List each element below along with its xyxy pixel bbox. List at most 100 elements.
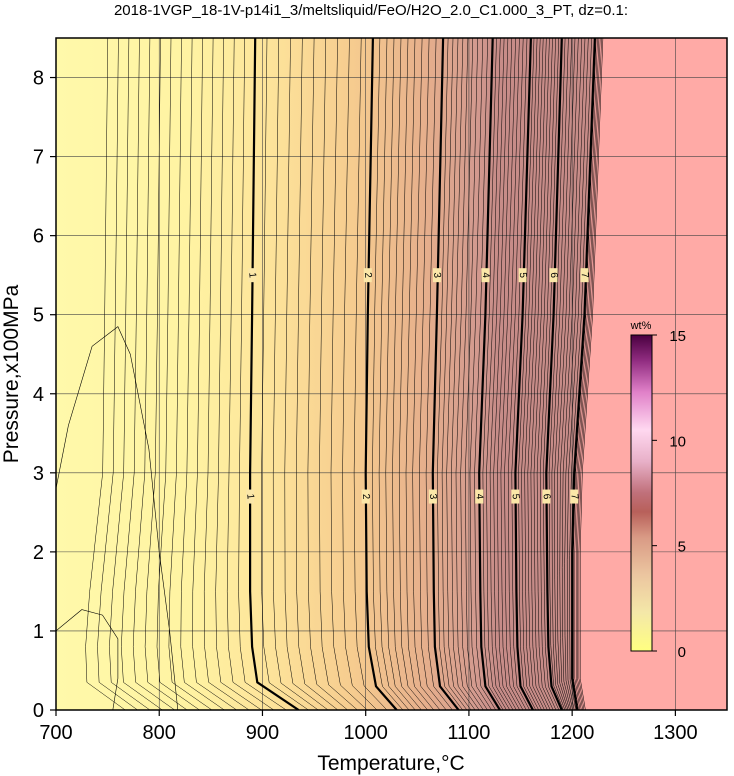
minor-contour	[226, 38, 274, 710]
minor-contour	[493, 38, 514, 710]
minor-contour	[474, 38, 497, 710]
minor-contour	[97, 38, 138, 710]
contour-label: 4	[473, 493, 484, 500]
minor-contour	[527, 38, 545, 710]
minor-contour	[307, 38, 348, 710]
minor-contour	[446, 38, 472, 710]
minor-contour	[564, 38, 586, 710]
major-contour-1	[249, 38, 300, 710]
minor-contour	[238, 38, 287, 710]
minor-contour	[353, 38, 388, 710]
minor-contour	[460, 38, 484, 710]
minor-contour	[521, 38, 539, 710]
minor-contour	[56, 326, 179, 710]
y-tick-label: 2	[33, 542, 44, 564]
major-contour-4	[478, 38, 501, 710]
y-tick-label: 5	[33, 305, 44, 327]
minor-contour	[156, 38, 200, 710]
minor-contour	[56, 609, 119, 710]
minor-contour	[132, 38, 175, 710]
minor-contour	[455, 38, 480, 710]
contour-label-bg	[570, 489, 579, 504]
minor-contour	[497, 38, 517, 710]
minor-contour	[296, 38, 338, 710]
minor-contour	[577, 38, 601, 710]
contour-label: 7	[579, 272, 590, 279]
plot-frame	[55, 37, 728, 711]
minor-contour	[489, 38, 511, 710]
minor-contour	[539, 38, 557, 710]
minor-contour	[469, 38, 492, 710]
minor-contour	[419, 38, 447, 710]
contour-label: 7	[568, 493, 579, 500]
minor-contour	[378, 38, 410, 710]
minor-contour	[575, 38, 600, 710]
contour-label: 3	[431, 272, 442, 279]
minor-contour	[561, 38, 582, 710]
minor-contour	[180, 38, 225, 710]
contour-label: 5	[517, 272, 528, 279]
minor-contour	[530, 38, 548, 710]
colorbar-tick-label: 10	[669, 433, 686, 450]
minor-contour	[385, 38, 416, 710]
minor-contour	[511, 38, 530, 710]
y-axis-label: Pressure,x100MPa	[0, 284, 23, 463]
y-tick-label: 4	[33, 384, 44, 406]
major-contour-5	[514, 38, 534, 710]
colorbar-tick-label: 5	[678, 539, 686, 556]
contour-label: 1	[246, 272, 257, 279]
x-tick-label: 1300	[653, 722, 698, 744]
minor-contour	[542, 38, 560, 710]
minor-contour	[465, 38, 488, 710]
minor-contour	[392, 38, 422, 710]
minor-contour	[272, 38, 319, 710]
contour-label-bg	[542, 489, 551, 504]
minor-contour	[548, 38, 566, 710]
x-tick-label: 700	[39, 722, 72, 744]
minor-contour	[507, 38, 527, 710]
minor-contour	[441, 38, 468, 710]
minor-contour	[557, 38, 576, 710]
minor-contour	[342, 38, 378, 710]
major-contour-2	[364, 38, 398, 710]
minor-contour	[372, 38, 404, 710]
minor-contour	[578, 38, 602, 710]
contour-label: 3	[427, 493, 438, 500]
minor-contour	[551, 38, 569, 710]
minor-contour	[203, 38, 250, 710]
x-tick-label: 1200	[550, 722, 595, 744]
minor-contour	[425, 38, 453, 710]
x-axis-ticks: 700 800 900 1000 1100 1200 1300	[39, 710, 698, 744]
minor-contour	[405, 38, 434, 710]
minor-contour	[437, 38, 463, 710]
y-tick-label: 8	[33, 68, 44, 90]
contour-label-bg	[518, 268, 527, 283]
minor-contour	[482, 38, 504, 710]
colorbar-tick-label: 0	[678, 644, 686, 661]
x-tick-label: 1000	[343, 722, 388, 744]
y-axis-ticks: 0 1 2 3 4 5 6 7 8	[33, 68, 56, 722]
contour-label: 1	[244, 493, 255, 500]
x-tick-label: 1100	[447, 722, 490, 744]
minor-contour	[215, 38, 262, 710]
major-contour-7	[571, 38, 596, 710]
minor-contour	[261, 38, 309, 710]
minor-contour	[319, 38, 358, 710]
minor-contour	[559, 38, 579, 710]
contour-label-bg	[481, 268, 490, 283]
contour-label-bg	[549, 268, 558, 283]
contour-label-bg	[248, 268, 257, 283]
colorbar-scale	[630, 334, 653, 652]
minor-contour	[330, 38, 368, 710]
y-tick-label: 3	[33, 463, 44, 485]
major-contour-3	[431, 38, 460, 710]
colorbar-tick-label: 15	[669, 328, 686, 345]
minor-contour	[573, 38, 597, 710]
minor-contour	[524, 38, 542, 710]
contour-label: 6	[548, 272, 559, 279]
minor-contour	[504, 38, 524, 710]
x-tick-label: 900	[246, 722, 279, 744]
contour-label-bg	[432, 268, 441, 283]
contour-label: 5	[510, 493, 521, 500]
minor-contour	[85, 38, 126, 710]
